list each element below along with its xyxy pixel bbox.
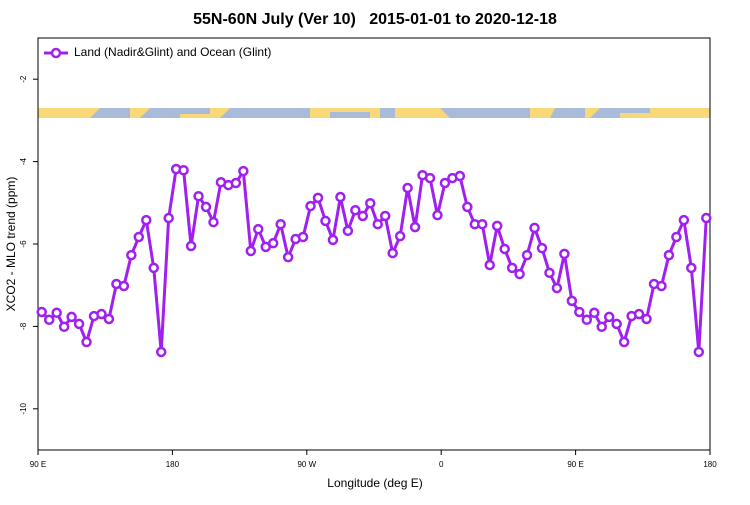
data-point <box>379 210 391 222</box>
data-point <box>335 191 346 203</box>
data-point <box>618 336 630 348</box>
data-point <box>357 210 369 222</box>
data-point <box>350 204 361 216</box>
legend-marker <box>50 47 62 59</box>
series-line <box>40 166 708 353</box>
chart-title: 55N-60N July (Ver 10) 2015-01-01 to 2020… <box>193 11 557 28</box>
data-point <box>462 201 473 213</box>
data-point <box>66 311 77 323</box>
data-point <box>208 216 219 228</box>
legend-label: Land (Nadir&Glint) and Ocean (Glint) <box>74 45 271 59</box>
data-point <box>58 321 70 333</box>
data-point <box>521 249 533 261</box>
data-point <box>297 231 309 243</box>
data-point <box>387 247 398 259</box>
y-axis-label: XCO2 - MLO trend (ppm) <box>4 177 18 312</box>
y-tick-label: -8 <box>19 322 28 330</box>
x-tick-label: 90 E <box>567 460 583 469</box>
map-strip <box>38 108 710 118</box>
data-point <box>581 314 593 326</box>
x-tick-label: 90 W <box>297 460 316 469</box>
data-point <box>155 346 167 358</box>
data-point <box>574 306 585 318</box>
data-point <box>81 336 92 348</box>
data-point <box>312 192 324 204</box>
data-point <box>238 165 249 177</box>
data-point <box>253 223 264 235</box>
data-point <box>402 182 413 194</box>
data-point <box>663 249 675 261</box>
data-point <box>36 306 47 318</box>
data-point <box>484 259 495 271</box>
data-point <box>566 295 578 307</box>
data-point <box>394 230 406 242</box>
data-point <box>305 200 316 212</box>
data-point <box>275 218 286 230</box>
data-point <box>424 172 436 184</box>
data-point <box>230 177 242 189</box>
data-point <box>126 249 137 261</box>
data-point <box>671 231 682 243</box>
data-point <box>686 262 697 274</box>
data-point <box>282 251 294 263</box>
data-point <box>320 215 331 227</box>
data-point <box>73 318 85 330</box>
data-point <box>454 170 466 182</box>
x-tick-label: 180 <box>166 460 180 469</box>
data-point <box>96 308 107 320</box>
data-point <box>439 177 451 189</box>
data-point <box>200 201 212 213</box>
data-point <box>163 212 174 224</box>
data-point <box>641 313 652 325</box>
data-point <box>544 267 555 279</box>
data-point <box>551 282 563 294</box>
x-tick-label: 180 <box>703 460 717 469</box>
data-point <box>603 311 615 323</box>
data-point <box>141 214 152 226</box>
data-point <box>185 240 197 252</box>
data-point <box>678 214 690 226</box>
data-point <box>409 221 421 233</box>
data-point <box>529 222 540 234</box>
data-point <box>506 262 518 274</box>
x-axis-label: Longitude (deg E) <box>327 476 422 490</box>
data-point <box>267 237 279 249</box>
y-tick-label: -2 <box>19 75 28 83</box>
data-point <box>477 218 488 230</box>
data-point <box>656 280 667 292</box>
data-point <box>342 225 354 237</box>
data-point <box>693 346 705 358</box>
data-point <box>559 248 570 260</box>
plot-frame <box>37 37 711 451</box>
data-point <box>611 318 622 330</box>
data-point <box>536 242 548 254</box>
data-point <box>51 307 62 319</box>
data-point <box>327 234 339 246</box>
data-point <box>133 231 145 243</box>
x-tick-label: 0 <box>439 460 444 469</box>
data-point <box>491 220 503 232</box>
x-tick-label: 90 E <box>30 460 46 469</box>
data-point <box>589 307 600 319</box>
data-point <box>596 321 607 333</box>
data-point <box>118 280 130 292</box>
data-point <box>633 308 645 320</box>
y-tick-label: -10 <box>19 402 28 414</box>
data-point <box>193 190 204 202</box>
data-point <box>103 313 115 325</box>
data-point <box>432 209 443 221</box>
data-point <box>148 262 159 274</box>
data-point <box>372 218 383 230</box>
y-tick-label: -6 <box>19 240 28 248</box>
data-point <box>43 314 55 326</box>
data-point <box>701 212 712 224</box>
data-point <box>365 197 376 209</box>
data-point <box>499 243 510 255</box>
data-point <box>514 268 525 280</box>
data-point <box>245 245 257 257</box>
data-point <box>178 165 189 176</box>
y-tick-label: -4 <box>19 157 28 165</box>
